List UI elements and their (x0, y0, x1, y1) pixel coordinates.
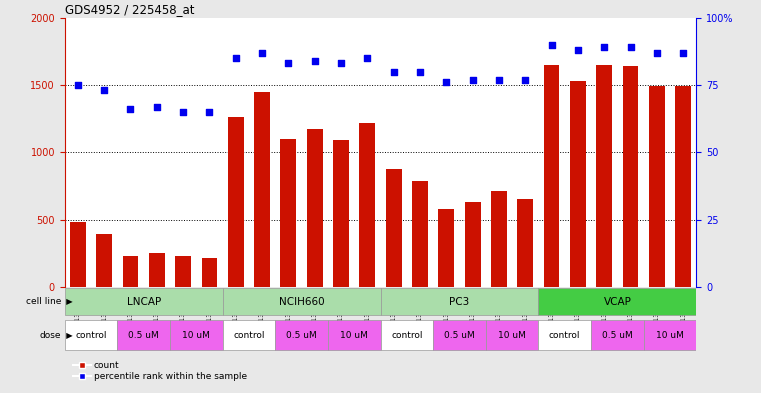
Text: ▶: ▶ (61, 331, 72, 340)
Bar (65, 320, 117, 350)
Text: PC3: PC3 (449, 297, 470, 307)
Bar (543, 65, 559, 287)
Text: 10 uM: 10 uM (656, 331, 684, 340)
Text: 0.5 uM: 0.5 uM (129, 331, 159, 340)
Bar (386, 169, 402, 287)
Bar (275, 320, 328, 350)
Text: VCAP: VCAP (603, 297, 632, 307)
Bar (228, 117, 244, 287)
Bar (486, 320, 539, 350)
Text: control: control (233, 331, 265, 340)
Text: 10 uM: 10 uM (340, 331, 368, 340)
Text: NCIH660: NCIH660 (279, 297, 324, 307)
Text: 0.5 uM: 0.5 uM (286, 331, 317, 340)
Text: control: control (549, 331, 581, 340)
Point (230, 55, 242, 61)
Bar (281, 139, 296, 287)
Bar (170, 320, 223, 350)
Point (414, 68, 426, 75)
Bar (223, 320, 275, 350)
Bar (96, 234, 112, 287)
Text: 0.5 uM: 0.5 uM (602, 331, 632, 340)
Bar (202, 258, 218, 287)
Point (677, 50, 689, 56)
Text: ▶: ▶ (61, 297, 72, 306)
Point (598, 44, 610, 50)
Bar (359, 123, 375, 287)
Bar (149, 253, 164, 287)
Point (440, 79, 452, 85)
Point (572, 47, 584, 53)
Bar (597, 65, 612, 287)
Bar (465, 202, 480, 287)
Legend: count, percentile rank within the sample: count, percentile rank within the sample (69, 358, 250, 385)
Bar (570, 81, 586, 287)
Text: control: control (75, 331, 107, 340)
Point (151, 103, 163, 110)
Text: LNCAP: LNCAP (126, 297, 161, 307)
Bar (539, 288, 696, 315)
Text: GDS4952 / 225458_at: GDS4952 / 225458_at (65, 4, 194, 17)
Bar (644, 320, 696, 350)
Point (309, 58, 321, 64)
Point (625, 44, 637, 50)
Point (546, 41, 558, 48)
Point (98, 87, 110, 94)
Bar (333, 140, 349, 287)
Point (493, 77, 505, 83)
Bar (65, 288, 223, 315)
Bar (591, 320, 644, 350)
Point (256, 50, 268, 56)
Bar (433, 320, 486, 350)
Bar (328, 320, 380, 350)
Bar (412, 180, 428, 287)
Bar (123, 256, 139, 287)
Bar (675, 86, 691, 287)
Point (387, 68, 400, 75)
Point (361, 55, 374, 61)
Bar (622, 66, 638, 287)
Bar (70, 222, 86, 287)
Bar (380, 320, 433, 350)
Text: dose: dose (40, 331, 61, 340)
Text: 0.5 uM: 0.5 uM (444, 331, 475, 340)
Point (282, 60, 295, 66)
Point (466, 77, 479, 83)
Text: control: control (391, 331, 422, 340)
Bar (307, 129, 323, 287)
Bar (254, 92, 270, 287)
Bar (649, 86, 665, 287)
Point (177, 109, 189, 115)
Point (124, 106, 136, 112)
Bar (491, 191, 507, 287)
Bar (175, 256, 191, 287)
Bar (380, 288, 539, 315)
Text: 10 uM: 10 uM (183, 331, 210, 340)
Text: cell line: cell line (26, 297, 61, 306)
Text: 10 uM: 10 uM (498, 331, 526, 340)
Point (203, 109, 215, 115)
Point (72, 82, 84, 88)
Point (651, 50, 663, 56)
Point (335, 60, 347, 66)
Bar (223, 288, 380, 315)
Bar (438, 209, 454, 287)
Bar (117, 320, 170, 350)
Bar (539, 320, 591, 350)
Point (519, 77, 531, 83)
Bar (517, 199, 533, 287)
